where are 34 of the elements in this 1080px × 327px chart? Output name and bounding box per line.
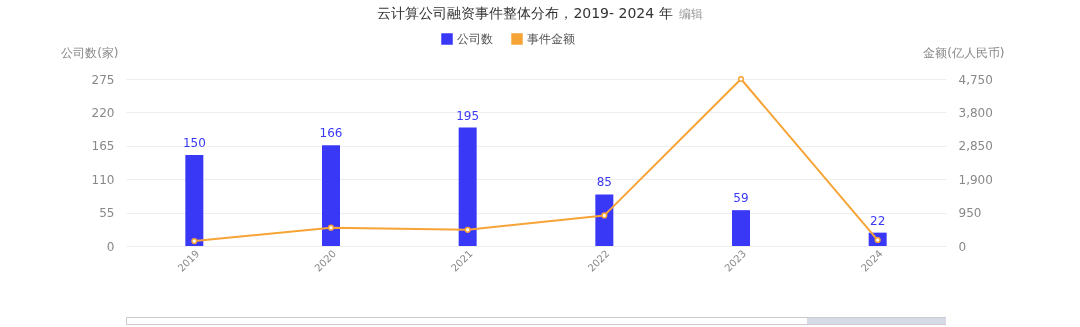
y2-tick-label: 4,750 [958,72,993,87]
data-label: 166 [319,126,343,141]
point [464,226,471,233]
bar [458,127,477,246]
y-tick-label: 110 [91,172,115,187]
y2-tick-label: 0 [958,239,967,254]
point [601,212,608,219]
legend-label: 公司数 [457,32,493,46]
bar [185,154,204,246]
bar [595,194,614,246]
point [737,75,745,83]
y-tick-label: 165 [91,139,115,154]
data-label: 22 [870,213,886,228]
y2-tick-label: 2,850 [958,139,993,154]
y-tick-label: 275 [91,72,115,87]
point [191,237,198,245]
bar [732,210,750,246]
data-label: 59 [733,191,749,206]
y2-tick-label: 950 [958,206,982,221]
legend-label: 事件金额 [527,32,575,46]
y-axis-title: 公司数(家) [61,45,119,60]
chart-title: 云计算公司融资事件整体分布，2019- 2024 年 [377,5,673,21]
data-label: 195 [456,108,480,123]
data-label: 150 [182,135,206,150]
y-tick-label: 55 [99,206,115,221]
y2-tick-label: 3,800 [958,105,993,120]
point [327,224,335,231]
bar [322,145,340,246]
text: 编辑 [678,7,703,21]
y2-tick-label: 1,900 [958,172,993,187]
data-label: 85 [596,175,612,190]
y-tick-label: 0 [106,239,115,254]
y-tick-label: 220 [91,105,115,120]
y2-axis-title: 金额(亿人民币) [923,45,1005,60]
